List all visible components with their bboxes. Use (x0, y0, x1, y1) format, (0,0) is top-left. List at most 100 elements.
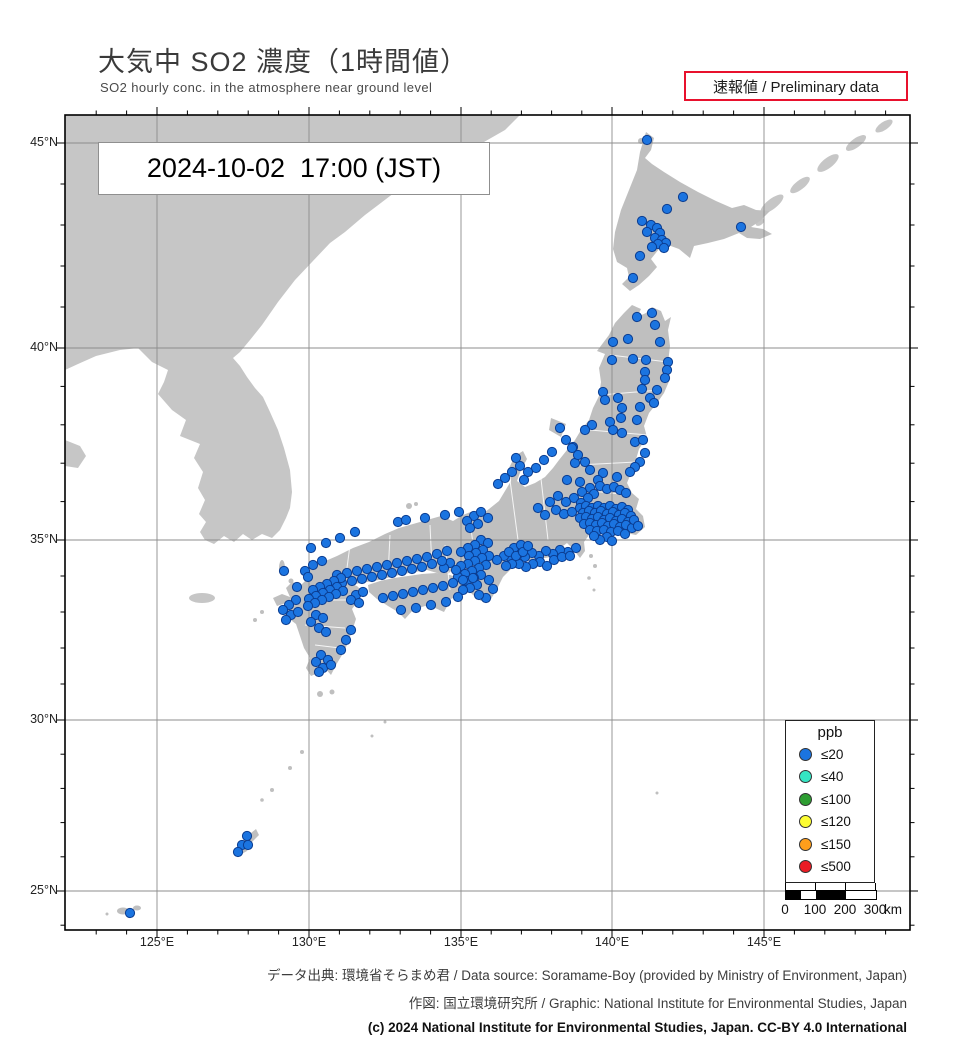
station-dot (572, 449, 584, 461)
station-dot (457, 574, 469, 586)
station-dot (530, 462, 542, 474)
station-dot (436, 555, 448, 567)
legend-item-label: ≤40 (821, 769, 844, 785)
station-dot (550, 504, 562, 516)
station-dot (624, 466, 636, 478)
station-dot (522, 540, 534, 552)
station-dot (487, 583, 499, 595)
station-dot (492, 478, 504, 490)
station-dot (307, 559, 319, 571)
station-dot (620, 487, 632, 499)
station-dot (452, 591, 464, 603)
station-dot (473, 589, 485, 601)
station-dot (499, 472, 511, 484)
station-dot (677, 191, 689, 203)
station-dot (391, 557, 403, 569)
station-dot (317, 612, 329, 624)
page-subtitle: SO2 hourly conc. in the atmosphere near … (100, 80, 433, 95)
station-dot (457, 584, 469, 596)
station-dot (540, 545, 552, 557)
station-dot (522, 466, 534, 478)
station-dot (482, 537, 494, 549)
station-dot (291, 581, 303, 593)
lon-tick-label: 140°E (594, 935, 630, 949)
station-dot (437, 580, 449, 592)
station-dot (634, 250, 646, 262)
station-dot (397, 588, 409, 600)
station-dot (450, 564, 462, 576)
legend-item-label: ≤150 (821, 836, 851, 852)
station-dot (641, 226, 653, 238)
station-dot (532, 502, 544, 514)
station-dot (351, 565, 363, 577)
legend-item: ≤120 (786, 811, 874, 834)
station-dot (538, 454, 550, 466)
station-dot (371, 561, 383, 573)
timestamp-box: 2024-10-02 17:00 (JST) (98, 142, 490, 195)
station-dot (606, 354, 618, 366)
station-dot (634, 401, 646, 413)
scale-unit: km (884, 902, 902, 917)
station-dot (627, 272, 639, 284)
station-dot (560, 434, 572, 446)
station-dot (401, 555, 413, 567)
station-dot (607, 424, 619, 436)
credit-graphic: 作図: 国立環境研究所 / Graphic: National Institut… (408, 996, 907, 1011)
station-dot (421, 551, 433, 563)
station-dot (611, 471, 623, 483)
legend-color-dot (799, 860, 812, 874)
scale-label-0: 0 (781, 902, 789, 917)
legend-item: ≤150 (786, 833, 874, 856)
station-dot (510, 452, 522, 464)
station-dot (639, 447, 651, 459)
station-dot (395, 604, 407, 616)
station-dot (340, 634, 352, 646)
station-dot (302, 571, 314, 583)
station-dot (313, 666, 325, 678)
station-dot (574, 476, 586, 488)
station-dot (639, 374, 651, 386)
station-dot (640, 354, 652, 366)
station-dot (584, 464, 596, 476)
station-dot (539, 509, 551, 521)
station-dot (427, 582, 439, 594)
station-dot (566, 442, 578, 454)
legend-item: ≤40 (786, 766, 874, 789)
station-dot (400, 514, 412, 526)
station-dot (648, 397, 660, 409)
legend-item-label: ≤120 (821, 814, 851, 830)
station-dot (453, 506, 465, 518)
station-dot (622, 333, 634, 345)
station-dot (278, 565, 290, 577)
legend: ppb ≤20 ≤40 ≤100 ≤120 ≤150 ≤500 (785, 720, 875, 883)
station-dot (632, 520, 644, 532)
station-dot (649, 319, 661, 331)
legend-item-label: ≤20 (821, 746, 844, 762)
legend-color-dot (799, 747, 812, 761)
station-dot (544, 496, 556, 508)
station-dot (541, 560, 553, 572)
station-dot (631, 311, 643, 323)
station-dot (455, 546, 467, 558)
lat-tick-label: 40°N (30, 340, 58, 354)
station-dot (646, 307, 658, 319)
lat-tick-label: 30°N (30, 712, 58, 726)
land-continent (65, 115, 520, 603)
station-dot (500, 560, 512, 572)
lon-tick-label: 145°E (746, 935, 782, 949)
station-dot (641, 134, 653, 146)
station-dot (124, 907, 136, 919)
station-dot (320, 537, 332, 549)
lon-tick-label: 125°E (139, 935, 175, 949)
legend-color-dot (799, 792, 812, 806)
lon-tick-label: 135°E (443, 935, 479, 949)
station-dot (491, 554, 503, 566)
station-dot (335, 644, 347, 656)
station-dot (637, 434, 649, 446)
scale-label-100: 100 (803, 902, 827, 917)
legend-item: ≤500 (786, 856, 874, 879)
station-dot (419, 512, 431, 524)
station-dot (426, 558, 438, 570)
station-dot (616, 427, 628, 439)
station-dot (606, 535, 618, 547)
